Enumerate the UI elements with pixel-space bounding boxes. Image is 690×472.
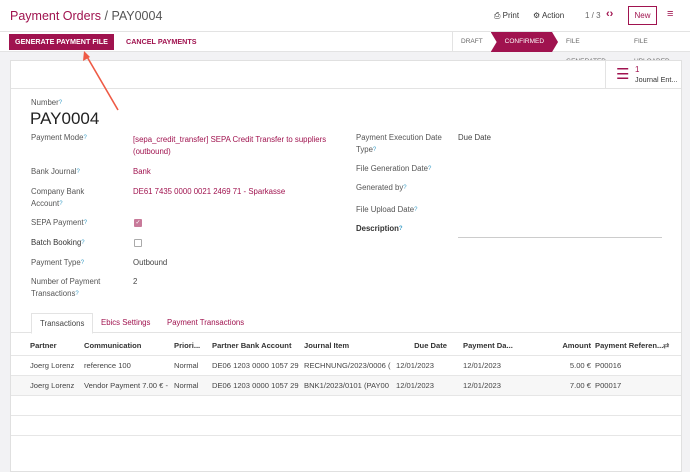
tab-ebics-settings[interactable]: Ebics Settings	[101, 318, 151, 327]
col-partner-bank[interactable]: Partner Bank Account	[209, 337, 301, 356]
action-button[interactable]: ⚙ Action	[533, 11, 565, 20]
payment-mode-field[interactable]: [sepa_credit_transfer] SEPA Credit Trans…	[133, 135, 327, 156]
top-bar: Payment Orders / PAY0004 ⎙ Print ⚙ Actio…	[0, 0, 690, 31]
table-row[interactable]: Joerg Lorenz reference 100 Normal DE06 1203…	[11, 355, 681, 376]
number-label: Number	[31, 98, 59, 107]
generated-by-label: Generated by	[356, 183, 404, 192]
stage-confirmed[interactable]: CONFIRMED	[491, 32, 558, 52]
printer-icon: ⎙	[494, 11, 501, 20]
column-settings-icon[interactable]: ⇄	[663, 337, 681, 356]
execution-date-type-field[interactable]: Due Date	[458, 133, 491, 142]
print-button[interactable]: ⎙ Print	[494, 11, 520, 20]
description-input[interactable]	[458, 225, 662, 238]
chevron-right-icon[interactable]: ›	[609, 8, 614, 20]
col-due-date[interactable]: Due Date	[393, 337, 451, 356]
batch-booking-label: Batch Booking	[31, 238, 82, 247]
execution-date-type-label: Payment Execution Date Type?	[356, 133, 442, 154]
generate-payment-file-button[interactable]: GENERATE PAYMENT FILE	[9, 34, 114, 50]
company-bank-label: Company Bank Account?	[31, 187, 85, 208]
file-generation-date-label: File Generation Date	[356, 164, 428, 173]
gear-icon: ⚙	[533, 11, 541, 20]
sepa-payment-checkbox[interactable]: ✓	[134, 219, 142, 227]
sepa-payment-label: SEPA Payment	[31, 218, 84, 227]
batch-booking-checkbox[interactable]	[134, 239, 142, 247]
notebook-tabs: Transactions Ebics Settings Payment Tran…	[11, 313, 681, 334]
col-journal-item[interactable]: Journal Item	[301, 337, 393, 356]
payment-type-value: Outbound	[133, 258, 168, 267]
col-payment-reference[interactable]: Payment Referen...	[593, 337, 663, 356]
status-bar: GENERATE PAYMENT FILE CANCEL PAYMENTS DR…	[0, 31, 690, 65]
record-number: PAY0004	[30, 109, 100, 128]
num-transactions-label: Number of Payment Transactions?	[31, 277, 101, 298]
col-partner[interactable]: Partner	[11, 337, 81, 356]
breadcrumb: Payment Orders / PAY0004	[10, 9, 163, 23]
bank-journal-label: Bank Journal	[31, 167, 77, 176]
form-sheet: ☰ 1 Journal Ent... Number? PAY0004 Payme…	[10, 60, 682, 472]
empty-row	[11, 395, 681, 416]
description-label: Description	[356, 224, 399, 233]
tab-transactions[interactable]: Transactions	[31, 313, 94, 334]
breadcrumb-current: PAY0004	[111, 9, 163, 23]
tab-payment-transactions[interactable]: Payment Transactions	[167, 318, 245, 327]
payment-type-label: Payment Type	[31, 258, 81, 267]
stage-draft[interactable]: DRAFT	[461, 38, 483, 45]
transactions-table: Partner Communication Priori... Partner …	[11, 337, 681, 436]
col-communication[interactable]: Communication	[81, 337, 171, 356]
col-amount[interactable]: Amount	[533, 337, 593, 356]
payment-mode-label: Payment Mode	[31, 133, 84, 142]
table-header: Partner Communication Priori... Partner …	[11, 337, 681, 356]
file-upload-date-label: File Upload Date	[356, 205, 415, 214]
company-bank-field[interactable]: DE61 7435 0000 0021 2469 71 - Sparkasse	[133, 187, 286, 196]
new-button[interactable]: New	[628, 6, 657, 25]
col-priority[interactable]: Priori...	[171, 337, 209, 356]
chevron-left-icon[interactable]: ‹	[606, 8, 610, 20]
pager: 1 / 3	[585, 11, 601, 20]
bank-journal-field[interactable]: Bank	[133, 167, 151, 176]
menu-icon[interactable]: ≡	[667, 8, 674, 20]
col-payment-date[interactable]: Payment Da...	[451, 337, 533, 356]
button-box: ☰ 1 Journal Ent...	[11, 61, 681, 89]
breadcrumb-parent[interactable]: Payment Orders	[10, 9, 102, 23]
cancel-payments-button[interactable]: CANCEL PAYMENTS	[126, 37, 197, 46]
pager-prev-next[interactable]: ‹›	[606, 8, 613, 20]
journal-entries-smart-button[interactable]: ☰ 1 Journal Ent...	[605, 61, 681, 89]
num-transactions-value: 2	[133, 277, 138, 286]
list-icon: ☰	[616, 66, 630, 83]
table-row[interactable]: Joerg Lorenz Vendor Payment 7.00 € - Norma…	[11, 375, 681, 396]
empty-row	[11, 415, 681, 436]
